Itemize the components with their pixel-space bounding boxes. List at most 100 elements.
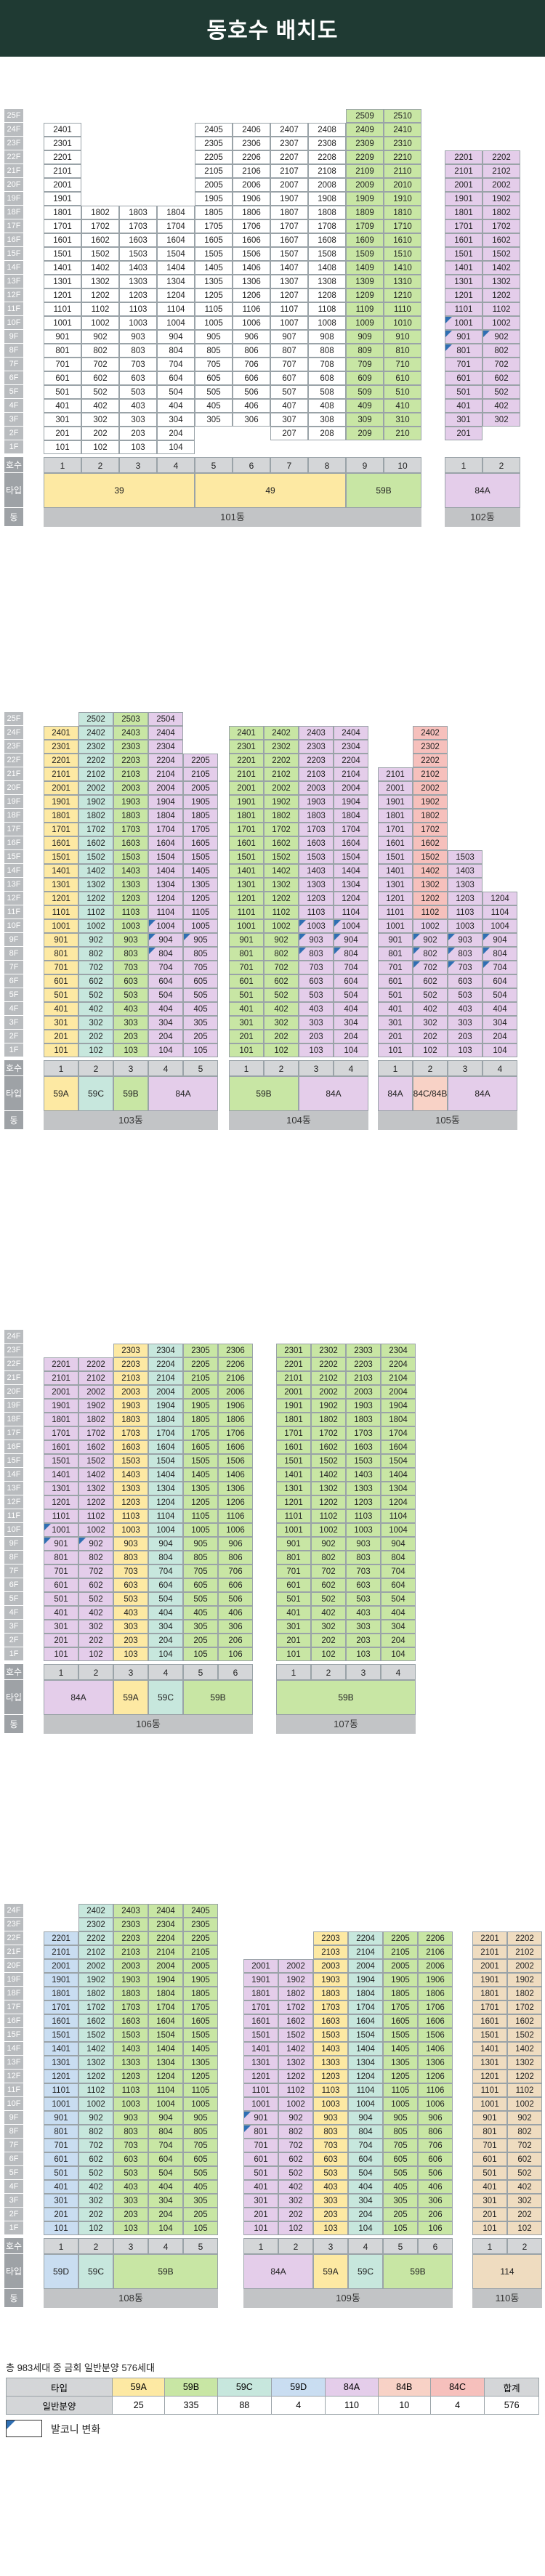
unit-cell: 601 — [378, 974, 413, 988]
unit-cell: 604 — [483, 974, 517, 988]
unit-cell: 1603 — [119, 233, 157, 247]
unit-cell: 802 — [81, 344, 119, 358]
unit-cell: 106 — [218, 1647, 253, 1661]
unit-cell: 2101 — [44, 164, 81, 178]
hosu-number: 4 — [483, 1060, 517, 1076]
unit-cell: 905 — [183, 2111, 218, 2125]
unit-cell: 603 — [119, 371, 157, 385]
unit-cell: 1102 — [78, 1509, 113, 1523]
unit-cell: 1101 — [229, 905, 264, 919]
balcony-mark-icon — [413, 948, 420, 954]
hosu-number: 9 — [346, 457, 384, 473]
unit-cell: 1203 — [448, 892, 483, 905]
unit-cell: 2104 — [148, 1945, 183, 1959]
unit-cell: 1002 — [78, 919, 113, 933]
floor-label: 4F — [4, 1606, 23, 1620]
floor-label: 19F — [4, 1973, 23, 1987]
unit-cell: 1805 — [183, 1987, 218, 2000]
unit-cell: 1602 — [413, 836, 448, 850]
unit-cell: 702 — [278, 2139, 313, 2152]
unit-cell: 2004 — [148, 1959, 183, 1973]
unit-cell: 704 — [148, 961, 183, 974]
type-cell: 84A — [448, 1076, 517, 1111]
unit-cell: 904 — [148, 1537, 183, 1551]
unit-cell: 2103 — [299, 767, 334, 781]
unit-cell: 1103 — [113, 1509, 148, 1523]
unit-cell: 1510 — [384, 247, 421, 261]
unit-cell: 1206 — [233, 288, 270, 302]
unit-cell: 1403 — [448, 864, 483, 878]
unit-cell: 703 — [448, 961, 483, 974]
unit-cell: 1205 — [183, 892, 218, 905]
summary-header-row: 타입 59A 59B 59C 59D 84A 84B 84C 합계 — [5, 2378, 539, 2397]
unit-cell: 1801 — [229, 809, 264, 823]
unit-cell: 2005 — [183, 1959, 218, 1973]
unit-cell: 1901 — [378, 795, 413, 809]
unit-cell: 2006 — [418, 1959, 453, 1973]
unit-cell: 504 — [381, 1592, 416, 1606]
unit-cell: 1003 — [113, 2097, 148, 2111]
unit-cell: 610 — [384, 371, 421, 385]
unit-cell: 104 — [148, 2221, 183, 2235]
unit-cell: 1401 — [243, 2042, 278, 2056]
unit-cell: 2410 — [384, 123, 421, 137]
unit-cell: 1603 — [113, 836, 148, 850]
hosu-number: 4 — [334, 1060, 368, 1076]
unit-cell: 2202 — [311, 1357, 346, 1371]
unit-cell: 303 — [113, 1620, 148, 1634]
unit-cell: 2406 — [233, 123, 270, 137]
unit-cell: 606 — [418, 2152, 453, 2166]
unit-cell: 2005 — [383, 1959, 418, 1973]
unit-cell: 401 — [44, 1002, 78, 1016]
unit-cell: 706 — [233, 358, 270, 371]
floor-label: 1F — [4, 1647, 23, 1661]
unit-cell: 808 — [308, 344, 346, 358]
unit-cell: 501 — [276, 1592, 311, 1606]
unit-cell: 1101 — [44, 905, 78, 919]
unit-cell: 1303 — [113, 2056, 148, 2070]
hosu-number: 4 — [148, 1060, 183, 1076]
dong-name: 110동 — [472, 2289, 542, 2308]
unit-cell: 505 — [383, 2166, 418, 2180]
unit-cell: 2205 — [183, 1931, 218, 1945]
unit-cell: 1401 — [44, 864, 78, 878]
hosu-number: 1 — [229, 1060, 264, 1076]
unit-cell: 1105 — [183, 905, 218, 919]
unit-cell: 1803 — [299, 809, 334, 823]
unit-cell: 1705 — [383, 2000, 418, 2014]
hosu-number: 2 — [483, 457, 520, 473]
unit-cell: 505 — [183, 2166, 218, 2180]
unit-cell: 1301 — [445, 275, 483, 288]
unit-cell: 503 — [448, 988, 483, 1002]
dong-name: 108동 — [44, 2289, 218, 2308]
floor-label: 9F — [4, 2111, 23, 2125]
unit-cell: 1903 — [113, 1399, 148, 1413]
unit-cell: 1002 — [311, 1523, 346, 1537]
balcony-mark-icon — [334, 948, 341, 954]
hosu-number: 2 — [507, 2238, 542, 2254]
unit-cell: 1106 — [418, 2083, 453, 2097]
unit-cell: 404 — [148, 2180, 183, 2194]
unit-cell: 1403 — [313, 2042, 348, 2056]
unit-cell: 1801 — [378, 809, 413, 823]
floor-label: 10F — [4, 1523, 23, 1537]
unit-cell: 1606 — [218, 1440, 253, 1454]
unit-cell: 501 — [44, 988, 78, 1002]
unit-cell: 1305 — [183, 878, 218, 892]
unit-cell: 1101 — [378, 905, 413, 919]
unit-cell: 1802 — [264, 809, 299, 823]
unit-cell: 1601 — [276, 1440, 311, 1454]
unit-cell: 2103 — [113, 767, 148, 781]
unit-cell: 1005 — [183, 919, 218, 933]
unit-cell: 2402 — [78, 726, 113, 740]
unit-cell: 1801 — [243, 1987, 278, 2000]
unit-cell: 2202 — [507, 1931, 542, 1945]
unit-cell: 701 — [276, 1564, 311, 1578]
unit-cell: 1901 — [243, 1973, 278, 1987]
unit-cell: 1006 — [418, 2097, 453, 2111]
unit-cell: 203 — [113, 2208, 148, 2221]
unit-cell: 1001 — [44, 919, 78, 933]
unit-cell: 2402 — [413, 726, 448, 740]
unit-cell: 1104 — [148, 1509, 183, 1523]
unit-cell: 1906 — [418, 1973, 453, 1987]
